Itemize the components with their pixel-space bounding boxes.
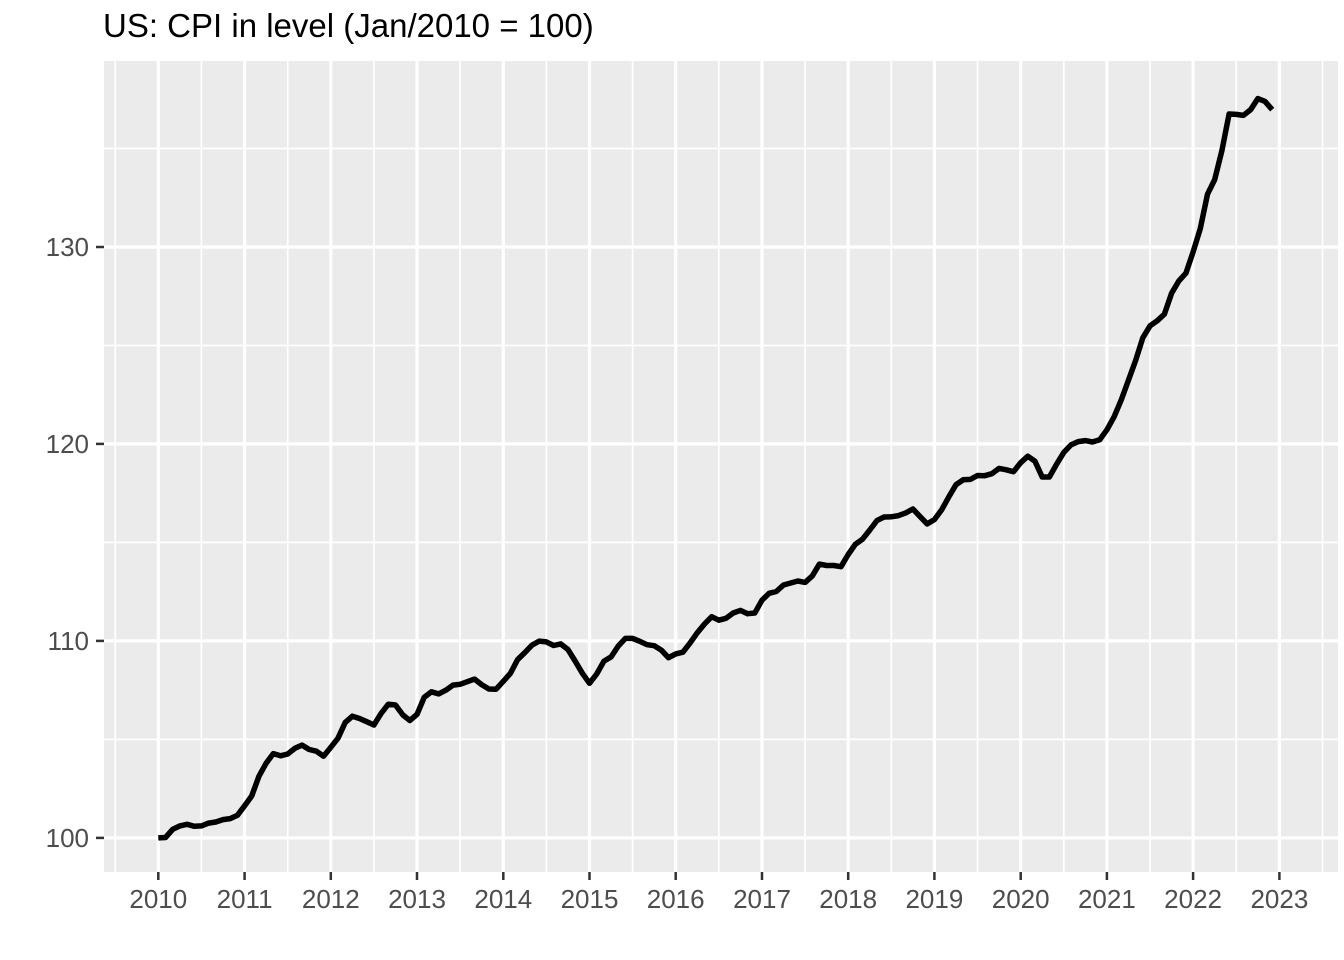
x-axis-tick-label: 2015 — [561, 884, 619, 914]
chart-title: US: CPI in level (Jan/2010 = 100) — [103, 7, 594, 44]
x-axis-tick-label: 2019 — [905, 884, 963, 914]
y-axis-tick-label: 110 — [48, 626, 89, 656]
x-axis-tick-label: 2016 — [647, 884, 705, 914]
panel-background — [104, 61, 1338, 872]
x-axis-tick-label: 2022 — [1164, 884, 1222, 914]
y-axis-tick-label: 100 — [46, 823, 89, 853]
x-axis-tick-label: 2017 — [733, 884, 791, 914]
y-axis-tick-label: 130 — [46, 232, 89, 262]
x-axis-tick-label: 2014 — [474, 884, 532, 914]
x-axis-tick-label: 2021 — [1078, 884, 1136, 914]
x-axis-tick-label: 2020 — [992, 884, 1050, 914]
x-axis-tick-label: 2011 — [217, 884, 273, 914]
x-axis-tick-label: 2013 — [388, 884, 446, 914]
x-axis-tick-label: 2010 — [129, 884, 187, 914]
cpi-line — [158, 95, 1275, 841]
x-axis-tick-label: 2012 — [302, 884, 360, 914]
x-axis-tick-label: 2018 — [819, 884, 877, 914]
y-axis-tick-label: 120 — [46, 429, 89, 459]
x-axis-tick-label: 2023 — [1250, 884, 1308, 914]
